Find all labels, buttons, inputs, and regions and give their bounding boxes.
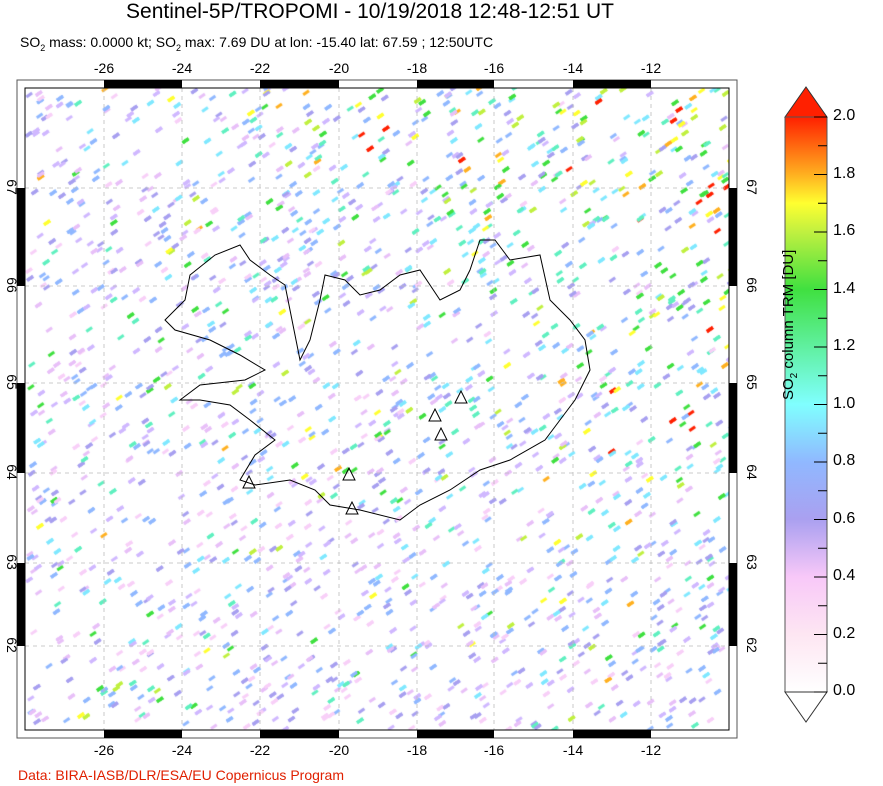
frame-bar-top [417, 80, 494, 88]
lon-tick-label-top: -14 [562, 60, 584, 76]
iceland-coastline [164, 239, 591, 521]
frame-bar-top [104, 80, 182, 88]
lon-tick-label-bottom: -12 [640, 742, 662, 758]
data-credit: Data: BIRA-IASB/DLR/ESA/EU Copernicus Pr… [18, 767, 345, 783]
colorbar-tick-label: 2.0 [833, 107, 856, 124]
frame-bar-right [729, 563, 737, 646]
frame-bar-right [729, 383, 737, 473]
lon-tick-label-top: -16 [483, 60, 505, 76]
lat-tick-label-left: 62 [4, 637, 20, 653]
lon-tick-label-bottom: -14 [562, 742, 584, 758]
frame-bar-left [17, 188, 25, 286]
frame-bar-left [17, 383, 25, 473]
lon-tick-label-bottom: -26 [93, 742, 115, 758]
colorbar-tick-label: 1.0 [833, 394, 856, 412]
frame-bar-bottom [417, 730, 494, 738]
lon-tick-label-top: -20 [328, 60, 350, 76]
lon-tick-label-bottom: -22 [249, 742, 271, 758]
max-text: max: 7.69 DU at lon: -15.40 lat: 67.59 ;… [181, 34, 494, 50]
colorbar-tick-label: 0.8 [833, 452, 856, 469]
so2-label: SO [20, 34, 41, 50]
lat-tick-label-left: 63 [4, 554, 20, 570]
colorbar-tick-label: 1.4 [833, 279, 856, 297]
colorbar [784, 86, 828, 723]
graticule-lines [25, 88, 729, 730]
volcano-triangle-icon [242, 474, 256, 489]
volcano-triangle-icon [428, 407, 442, 422]
lon-tick-label-top: -18 [406, 60, 428, 76]
lat-tick-label-right: 63 [744, 554, 760, 570]
colorbar-tick-label: 1.6 [833, 222, 856, 239]
lon-tick-label-top: -22 [249, 60, 271, 76]
colorbar-tick-label: 0.0 [833, 682, 856, 699]
volcano-markers [242, 389, 468, 515]
lat-tick-label-left: 64 [4, 464, 20, 480]
graticule-frame-bars [17, 80, 737, 738]
colorbar-tick-label: 1.8 [833, 164, 856, 182]
volcano-triangle-icon [434, 426, 448, 441]
lat-tick-label-left: 67 [4, 179, 20, 195]
frame-bar-top [573, 80, 651, 88]
colorbar-tick-label: 0.6 [833, 509, 856, 527]
lat-tick-label-left: 66 [4, 277, 20, 293]
frame-bar-top [260, 80, 339, 88]
lat-tick-label-right: 65 [744, 374, 760, 390]
so2-data-layer [25, 88, 729, 730]
volcano-triangle-icon [345, 500, 359, 515]
lon-tick-label-top: -26 [93, 60, 115, 76]
colorbar-tick-label: 1.2 [833, 337, 856, 354]
figure-subtitle: SO2 mass: 0.0000 kt; SO2 max: 7.69 DU at… [20, 34, 493, 53]
lat-tick-label-right: 67 [744, 179, 760, 195]
label-so: SO [780, 378, 797, 400]
frame-bar-bottom [573, 730, 651, 738]
lon-tick-label-bottom: -18 [406, 742, 428, 758]
volcano-triangle-icon [454, 389, 468, 404]
lat-tick-label-right: 64 [744, 464, 760, 480]
lon-tick-label-bottom: -24 [171, 742, 193, 758]
plot-border [24, 87, 730, 731]
colorbar-tick-label: 0.2 [833, 624, 856, 642]
frame-bar-right [729, 188, 737, 286]
lon-tick-label-bottom: -16 [483, 742, 505, 758]
colorbar-min-arrow [784, 691, 828, 723]
label-rest: column TRM [DU] [780, 249, 797, 373]
lat-tick-label-right: 66 [744, 277, 760, 293]
lon-tick-label-top: -24 [171, 60, 193, 76]
colorbar-max-arrow [784, 86, 828, 118]
subscript: 2 [40, 42, 46, 53]
volcano-triangle-icon [342, 466, 356, 481]
figure-title: Sentinel-5P/TROPOMI - 10/19/2018 12:48-1… [126, 0, 614, 23]
lon-tick-label-bottom: -20 [328, 742, 350, 758]
subscript: 2 [175, 42, 181, 53]
lon-tick-label-top: -12 [640, 60, 662, 76]
frame-bar-bottom [260, 730, 339, 738]
colorbar-tick-label: 0.4 [833, 567, 856, 584]
lat-tick-label-right: 62 [744, 637, 760, 653]
mass-text: mass: 0.0000 kt; SO [45, 34, 176, 50]
frame-bar-left [17, 563, 25, 646]
lat-tick-label-left: 65 [4, 374, 20, 390]
subscript: 2 [789, 372, 800, 379]
colorbar-label: SO2 column TRM [DU] [780, 250, 800, 400]
frame-bar-bottom [104, 730, 182, 738]
